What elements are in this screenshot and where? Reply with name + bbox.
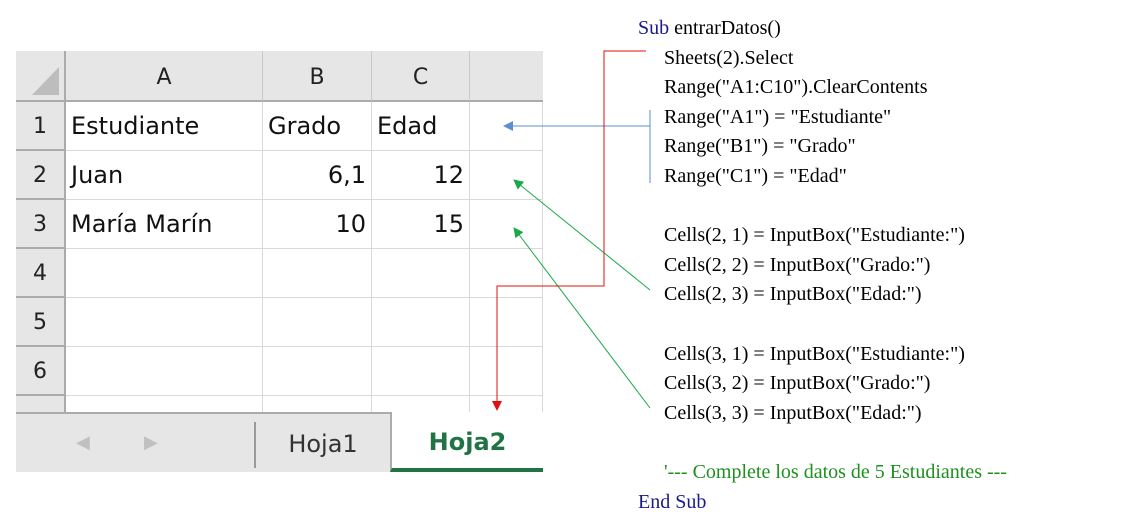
code-text: Range("B1") = "Grado" — [664, 135, 856, 158]
cell[interactable] — [470, 249, 543, 298]
cell[interactable]: 12 — [372, 151, 470, 200]
cell[interactable] — [470, 347, 543, 396]
code-line: Cells(2, 3) = InputBox("Edad:") — [638, 280, 1007, 310]
code-line: Cells(2, 2) = InputBox("Grado:") — [638, 251, 1007, 281]
cell[interactable] — [470, 298, 543, 347]
code-keyword: Sub — [638, 17, 670, 39]
vba-code-block: Sub entrarDatos() Sheets(2).Select Range("… — [638, 14, 1007, 517]
code-comment: '--- Complete los datos de 5 Estudiantes… — [664, 460, 1007, 483]
column-header-a[interactable]: A — [66, 51, 263, 102]
code-line: Sheets(2).Select — [638, 44, 1007, 74]
code-text: Cells(2, 3) = InputBox("Edad:") — [664, 283, 922, 306]
tab-divider — [254, 422, 256, 468]
cell[interactable]: Grado — [263, 102, 372, 151]
row-header[interactable]: 4 — [16, 249, 66, 298]
scroll-right-icon[interactable]: ▶ — [144, 432, 158, 453]
code-text: Cells(3, 3) = InputBox("Edad:") — [664, 401, 922, 424]
column-header-c[interactable]: C — [372, 51, 470, 102]
code-line: Cells(3, 2) = InputBox("Grado:") — [638, 369, 1007, 399]
spreadsheet: A B C 1 Estudiante Grado Edad 2 Juan 6,1 12 3 Mar… — [16, 51, 543, 472]
cell[interactable]: Juan — [66, 151, 263, 200]
scroll-left-icon[interactable]: ◀ — [76, 432, 90, 453]
code-line: Range("A1") = "Estudiante" — [638, 103, 1007, 133]
column-header-d[interactable] — [470, 51, 543, 102]
arrow-green-row2 — [513, 179, 651, 291]
arrow-green-row3 — [513, 227, 651, 409]
cell[interactable]: 15 — [372, 200, 470, 249]
cell[interactable] — [263, 298, 372, 347]
code-text: Cells(2, 2) = InputBox("Grado:") — [664, 253, 931, 276]
cell[interactable] — [66, 298, 263, 347]
cell[interactable] — [66, 347, 263, 396]
cell[interactable] — [263, 249, 372, 298]
row-header[interactable]: 5 — [16, 298, 66, 347]
code-line: Range("A1:C10").ClearContents — [638, 73, 1007, 103]
code-keyword: End Sub — [638, 490, 707, 513]
row-header[interactable]: 3 — [16, 200, 66, 249]
code-line: Range("B1") = "Grado" — [638, 132, 1007, 162]
arrow-red-sheet-select — [492, 50, 646, 411]
cell[interactable] — [372, 347, 470, 396]
select-all-corner[interactable] — [16, 51, 66, 102]
tab-hoja2[interactable]: Hoja2 — [390, 412, 543, 472]
code-line: End Sub — [638, 488, 1007, 518]
code-text: Range("A1") = "Estudiante" — [664, 105, 892, 128]
cell[interactable]: Estudiante — [66, 102, 263, 151]
code-text: Sheets(2).Select — [664, 46, 794, 69]
code-text: Cells(2, 1) = InputBox("Estudiante:") — [664, 224, 965, 247]
cell[interactable] — [66, 249, 263, 298]
row-header[interactable]: 1 — [16, 102, 66, 151]
row-header[interactable]: 6 — [16, 347, 66, 396]
code-text: Range("A1:C10").ClearContents — [664, 76, 928, 99]
cell[interactable]: María Marín — [66, 200, 263, 249]
code-line: Sub entrarDatos() — [638, 14, 1007, 44]
tab-hoja1[interactable]: Hoja1 — [288, 430, 358, 458]
sheet-tab-bar: ◀ ▶ Hoja1 Hoja2 — [16, 412, 543, 472]
column-header-b[interactable]: B — [263, 51, 372, 102]
code-line: Cells(2, 1) = InputBox("Estudiante:") — [638, 221, 1007, 251]
cell[interactable] — [263, 347, 372, 396]
code-text: Range("C1") = "Edad" — [664, 164, 847, 187]
code-text: Cells(3, 1) = InputBox("Estudiante:") — [664, 342, 965, 365]
cell[interactable]: 6,1 — [263, 151, 372, 200]
cell[interactable]: 10 — [263, 200, 372, 249]
code-text: Cells(3, 2) = InputBox("Grado:") — [664, 372, 931, 395]
code-line: Range("C1") = "Edad" — [638, 162, 1007, 192]
cell[interactable] — [470, 151, 543, 200]
code-line: Cells(3, 3) = InputBox("Edad:") — [638, 399, 1007, 429]
row-header[interactable]: 2 — [16, 151, 66, 200]
cell[interactable] — [470, 200, 543, 249]
cell[interactable]: Edad — [372, 102, 470, 151]
code-line: '--- Complete los datos de 5 Estudiantes… — [638, 458, 1007, 488]
code-line: Cells(3, 1) = InputBox("Estudiante:") — [638, 340, 1007, 370]
code-text: entrarDatos() — [669, 17, 781, 39]
cell[interactable] — [372, 298, 470, 347]
cell[interactable] — [372, 249, 470, 298]
